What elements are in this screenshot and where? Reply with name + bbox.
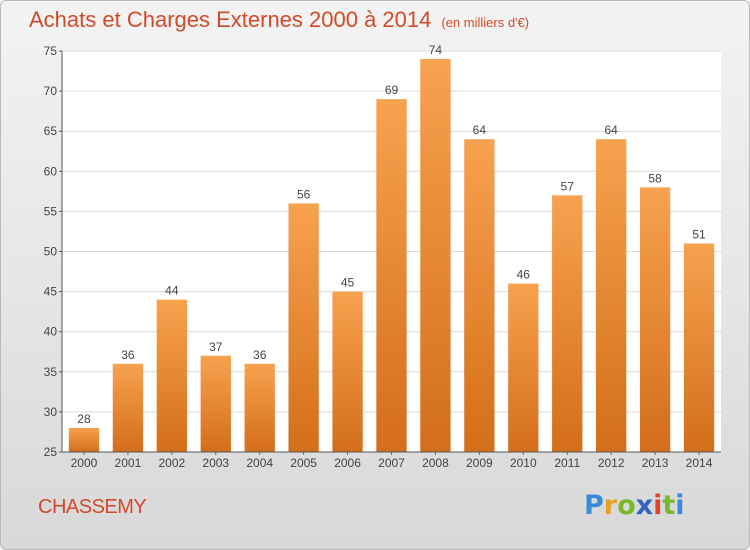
y-tick-label: 65 — [44, 124, 58, 138]
x-tick-label: 2009 — [466, 456, 493, 470]
bar — [112, 363, 144, 452]
y-tick-label: 35 — [44, 365, 58, 379]
x-tick-label: 2008 — [422, 456, 449, 470]
y-tick-label: 70 — [44, 84, 58, 98]
bar-value-label: 69 — [385, 83, 399, 97]
x-tick-label: 2014 — [686, 456, 713, 470]
bar — [683, 243, 715, 452]
x-tick-label: 2005 — [290, 456, 317, 470]
bar-value-label: 56 — [297, 187, 311, 201]
bar-value-label: 28 — [77, 412, 91, 426]
bar — [332, 291, 363, 452]
x-tick-label: 2013 — [642, 456, 669, 470]
bar — [376, 99, 407, 453]
bar-value-label: 64 — [604, 123, 618, 137]
bar — [420, 59, 451, 453]
y-tick-label: 45 — [44, 285, 58, 299]
bar-value-label: 45 — [341, 276, 355, 290]
bar-value-label: 36 — [121, 348, 135, 362]
x-tick-label: 2006 — [334, 456, 361, 470]
x-tick-label: 2012 — [598, 456, 625, 470]
bar — [508, 283, 539, 452]
chart-title: Achats et Charges Externes 2000 à 2014 (e… — [29, 7, 529, 33]
bar — [200, 355, 231, 452]
bar — [68, 427, 100, 452]
bar-value-label: 58 — [648, 171, 662, 185]
bar-value-label: 74 — [429, 43, 443, 57]
bar-value-label: 44 — [165, 284, 179, 298]
x-tick-label: 2002 — [158, 456, 185, 470]
chart-unit: (en milliers d'€) — [441, 15, 530, 30]
bar-value-label: 36 — [253, 348, 267, 362]
x-tick-label: 2001 — [115, 456, 142, 470]
y-tick-label: 25 — [44, 445, 58, 459]
y-tick-label: 30 — [44, 405, 58, 419]
y-tick-label: 60 — [44, 164, 58, 178]
y-tick-label: 50 — [44, 245, 58, 259]
bar — [464, 139, 495, 452]
commune-name: CHASSEMY — [38, 496, 147, 518]
x-tick-label: 2011 — [554, 456, 580, 470]
y-tick-label: 40 — [44, 325, 58, 339]
bar — [244, 363, 275, 452]
y-tick-label: 75 — [44, 44, 58, 58]
x-tick-label: 2003 — [202, 456, 229, 470]
bar — [288, 203, 319, 452]
x-tick-label: 2010 — [510, 456, 537, 470]
bar — [639, 187, 671, 452]
bar — [552, 195, 583, 453]
bar-value-label: 51 — [692, 227, 706, 241]
y-tick-label: 55 — [44, 204, 58, 218]
x-tick-label: 2000 — [71, 456, 98, 470]
bar — [596, 139, 627, 452]
bar-value-label: 64 — [473, 123, 487, 137]
bar — [156, 299, 187, 452]
bar-value-label: 37 — [209, 340, 223, 354]
x-tick-label: 2004 — [246, 456, 273, 470]
proxiti-logo: Proxiti — [584, 490, 685, 521]
chart-title-text: Achats et Charges Externes 2000 à 2014 — [29, 7, 432, 32]
bar-value-label: 46 — [517, 268, 531, 282]
bar-value-label: 57 — [561, 179, 575, 193]
x-tick-label: 2007 — [378, 456, 405, 470]
